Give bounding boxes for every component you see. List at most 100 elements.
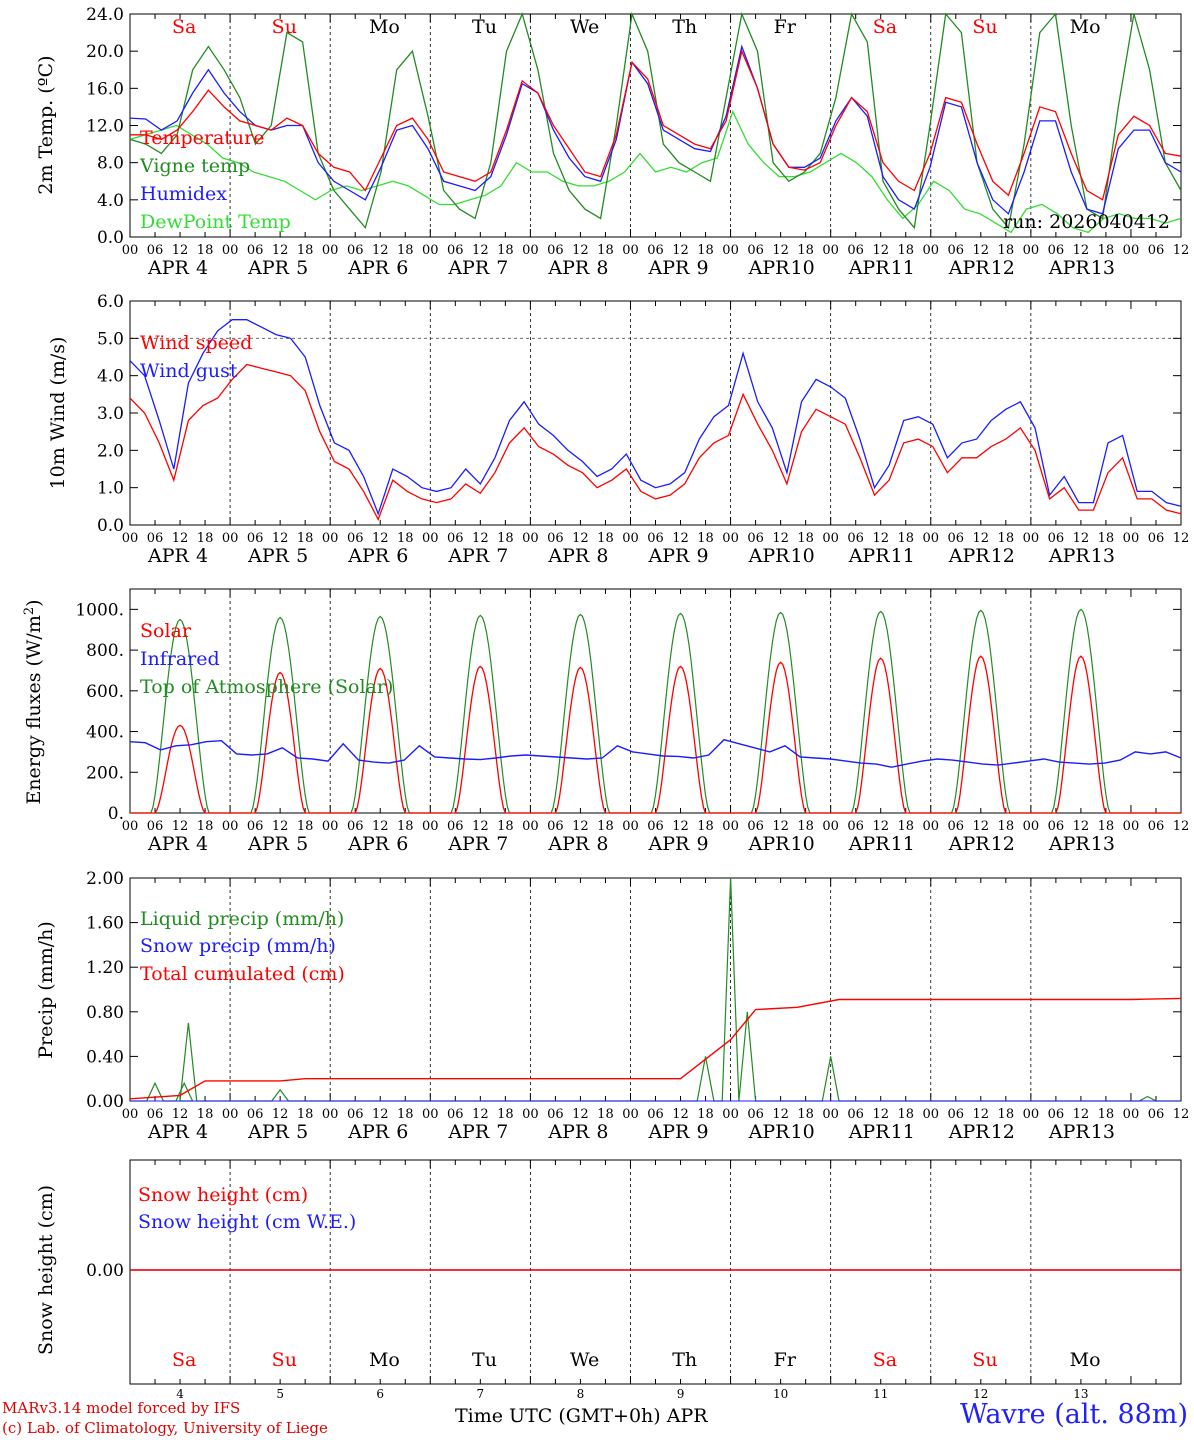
hour-tick-label: 18 [1098, 1107, 1115, 1122]
temp-y-tick-label: 12.0 [86, 117, 124, 137]
hour-tick-label: 06 [247, 243, 264, 258]
hour-tick-label: 00 [222, 243, 239, 258]
temp-legend-item: Temperature [140, 127, 264, 149]
day-name-label: We [570, 1349, 599, 1371]
hour-tick-label: 00 [1123, 1107, 1140, 1122]
hour-tick-label: 18 [597, 1107, 614, 1122]
hour-tick-label: 06 [547, 243, 564, 258]
hour-tick-label: 00 [722, 531, 739, 546]
day-name-label: Mo [369, 1349, 400, 1371]
temp-legend-item: DewPoint Temp [140, 211, 291, 233]
day-name-label: Mo [369, 16, 400, 38]
day-number-label: 10 [791, 833, 815, 855]
temp-legend-item: Humidex [140, 183, 227, 205]
hour-tick-label: 12 [272, 819, 289, 834]
precip-y-tick-label: 1.20 [86, 958, 124, 978]
day-number-label: 12 [991, 833, 1015, 855]
temp-y-tick-label: 20.0 [86, 42, 124, 62]
month-label: APR [447, 1121, 490, 1143]
hour-tick-label: 00 [422, 531, 439, 546]
day-name-label: Mo [1070, 16, 1101, 38]
day-number-label: 9 [696, 545, 708, 567]
hour-tick-label: 18 [297, 819, 314, 834]
month-label: APR [447, 257, 490, 279]
precip-y-tick-label: 0.80 [86, 1003, 124, 1023]
hour-tick-label: 12 [172, 243, 189, 258]
month-label: APR [247, 257, 290, 279]
wind-y-label: 10m Wind (m/s) [47, 337, 69, 490]
hour-tick-label: 18 [697, 531, 714, 546]
hour-tick-label: 00 [822, 531, 839, 546]
day-number-label: 11 [873, 1387, 888, 1400]
hour-tick-label: 00 [722, 243, 739, 258]
hour-tick-label: 12 [872, 531, 889, 546]
precip-y-tick-label: 0.40 [86, 1047, 124, 1067]
wind-y-tick-label: 3.0 [97, 404, 124, 424]
month-label: APR [648, 833, 691, 855]
day-number-label: 11 [891, 257, 915, 279]
hour-tick-label: 18 [897, 819, 914, 834]
precip-y-tick-label: 1.60 [86, 914, 124, 934]
wind-series-wind-speed [129, 363, 1182, 521]
day-name-label: Tu [472, 1349, 497, 1371]
day-name-label: We [570, 16, 599, 38]
snow-y-tick-label: 0.00 [86, 1261, 124, 1281]
temp-y-tick-label: 8.0 [97, 154, 124, 174]
hour-tick-label: 12 [172, 1107, 189, 1122]
month-label: APR [748, 833, 791, 855]
day-name-label: Sa [172, 1349, 196, 1371]
hour-tick-label: 12 [973, 531, 990, 546]
hour-tick-label: 00 [422, 819, 439, 834]
day-name-label: Su [972, 16, 997, 38]
hour-tick-label: 12 [1073, 531, 1090, 546]
month-label: APR [848, 833, 891, 855]
hour-tick-label: 00 [822, 1107, 839, 1122]
hour-tick-label: 12 [472, 1107, 489, 1122]
precip-legend-item: Snow precip (mm/h) [140, 935, 336, 957]
month-label: APR [1048, 257, 1091, 279]
hour-tick-label: 00 [1123, 243, 1140, 258]
hour-tick-label: 18 [998, 819, 1015, 834]
day-name-label: Sa [873, 16, 897, 38]
temp-y-tick-label: 4.0 [97, 191, 124, 211]
hour-tick-label: 00 [922, 1107, 939, 1122]
hour-tick-label: 12 [172, 531, 189, 546]
hour-tick-label: 18 [497, 819, 514, 834]
day-number-label: 13 [1091, 257, 1115, 279]
energy-series-toa [130, 608, 1181, 814]
month-label: APR [748, 257, 791, 279]
wind-legend-item: Wind gust [140, 360, 238, 382]
hour-tick-label: 06 [747, 243, 764, 258]
month-label: APR [247, 833, 290, 855]
hour-tick-label: 12 [872, 1107, 889, 1122]
hour-tick-label: 06 [147, 819, 164, 834]
hour-tick-label: 18 [697, 243, 714, 258]
hour-tick-label: 00 [222, 531, 239, 546]
hour-tick-label: 06 [747, 531, 764, 546]
hour-tick-label: 18 [497, 243, 514, 258]
day-number-label: 8 [596, 257, 608, 279]
month-label: APR [247, 1121, 290, 1143]
month-label: APR [347, 1121, 390, 1143]
hour-tick-label: 12 [973, 819, 990, 834]
hour-tick-label: 00 [722, 819, 739, 834]
hour-tick-label: 18 [998, 531, 1015, 546]
month-label: APR [748, 545, 791, 567]
hour-tick-label: 12 [1173, 531, 1190, 546]
hour-tick-label: 00 [522, 819, 539, 834]
day-number-label: 4 [196, 833, 208, 855]
month-label: APR [347, 833, 390, 855]
day-name-label: Su [272, 1349, 297, 1371]
hour-tick-label: 00 [122, 243, 139, 258]
month-label: APR [147, 833, 190, 855]
day-number-label: 5 [296, 257, 308, 279]
temp-series-temperature [130, 49, 1182, 201]
hour-tick-label: 00 [322, 819, 339, 834]
hour-tick-label: 00 [422, 243, 439, 258]
hour-tick-label: 18 [597, 819, 614, 834]
hour-tick-label: 06 [647, 243, 664, 258]
temp-series-humidex [129, 44, 1182, 215]
day-number-label: 6 [396, 545, 408, 567]
hour-tick-label: 00 [522, 243, 539, 258]
hour-tick-label: 06 [447, 819, 464, 834]
